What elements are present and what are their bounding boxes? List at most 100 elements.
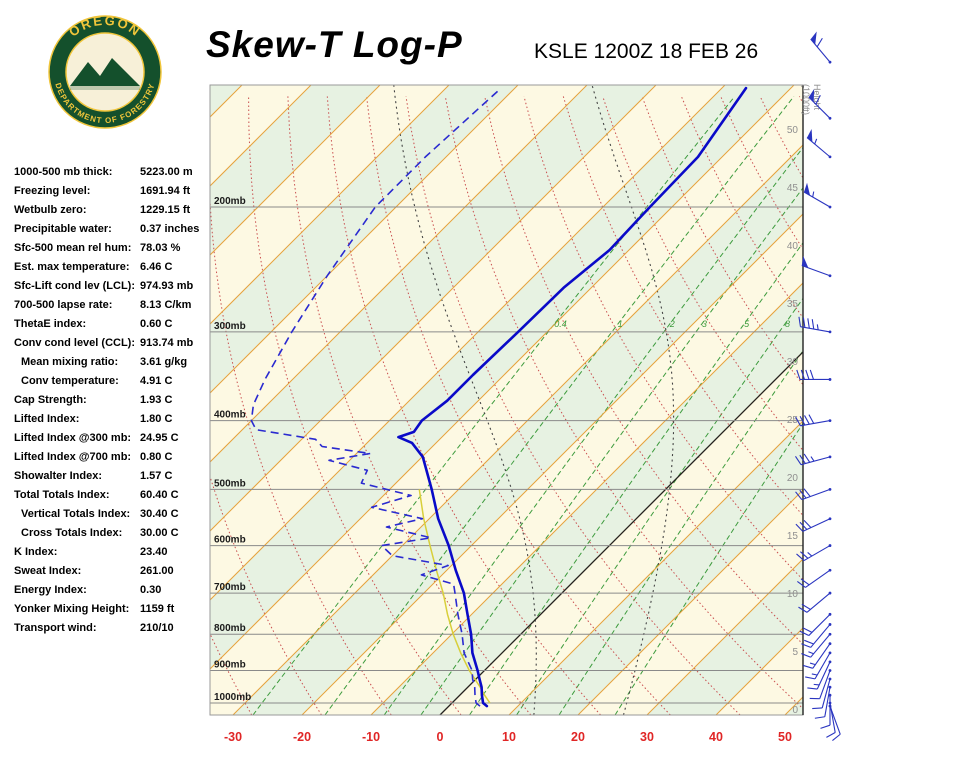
wind-barb-icon	[795, 453, 832, 466]
mixing-ratio-labels: 0.4 1 2 3 5 8	[554, 319, 790, 329]
svg-text:35: 35	[787, 299, 799, 310]
stat-value: 60.40 C	[140, 489, 179, 501]
stat-row: Lifted Index: 1.80 C	[14, 413, 214, 432]
wind-barb-icon	[795, 517, 832, 532]
stat-value: 0.37 inches	[140, 223, 200, 235]
wind-barb-icon	[806, 129, 832, 159]
stat-row: Vertical Totals Index: 30.40 C	[14, 508, 214, 527]
temperature-line	[397, 86, 748, 708]
stat-label: Wetbulb zero:	[14, 204, 87, 216]
stat-label: Lifted Index:	[14, 413, 80, 425]
stat-label: 700-500 lapse rate:	[14, 299, 113, 311]
stat-value: 30.00 C	[140, 527, 179, 539]
wind-barb-icon	[826, 701, 836, 738]
stat-row: Showalter Index: 1.57 C	[14, 470, 214, 489]
svg-text:40: 40	[787, 241, 799, 252]
wind-barb-icon	[798, 316, 832, 334]
stat-label: Cap Strength:	[14, 394, 87, 406]
svg-text:50: 50	[778, 730, 792, 744]
stat-row: Sfc-500 mean rel hum: 78.03 %	[14, 242, 214, 261]
wind-barb-icon	[801, 623, 832, 648]
stat-row: Lifted Index @300 mb: 24.95 C	[14, 432, 214, 451]
stat-label: Sfc-Lift cond lev (LCL):	[14, 280, 135, 292]
stat-label: Vertical Totals Index:	[21, 508, 131, 520]
svg-text:300mb: 300mb	[214, 321, 246, 332]
stat-value: 0.30	[140, 584, 162, 596]
pressure-gridlines	[210, 206, 803, 704]
stat-row: Cross Totals Index: 30.00 C	[14, 527, 214, 546]
stat-row: Wetbulb zero: 1229.15 ft	[14, 204, 214, 223]
svg-text:-20: -20	[293, 730, 311, 744]
stat-row: K Index: 23.40	[14, 546, 214, 565]
wind-barb-icon	[795, 414, 832, 427]
station-datetime-label: KSLE 1200Z 18 FEB 26	[534, 40, 759, 63]
page-title: Skew-T Log-P	[206, 24, 463, 65]
wind-barb-icon	[814, 685, 832, 719]
stat-label: Yonker Mixing Height:	[14, 603, 130, 615]
svg-text:0: 0	[437, 730, 444, 744]
svg-text:5: 5	[792, 647, 798, 658]
isotherm-lines	[210, 85, 803, 715]
stat-label: Transport wind:	[14, 622, 97, 634]
wind-barb-icon	[799, 612, 832, 637]
svg-text:5: 5	[744, 319, 750, 329]
wind-barb-icon	[808, 88, 832, 120]
svg-text:0.4: 0.4	[554, 319, 567, 329]
svg-text:-10: -10	[362, 730, 380, 744]
stat-row: Sweat Index: 261.00	[14, 565, 214, 584]
svg-text:25: 25	[787, 415, 799, 426]
wind-barb-icon	[805, 651, 832, 680]
stat-label: K Index:	[14, 546, 58, 558]
logo-outer-border	[48, 15, 162, 129]
stat-row: Yonker Mixing Height: 1159 ft	[14, 603, 214, 622]
stat-value: 1.80 C	[140, 413, 173, 425]
mixing-ratio-lines	[252, 96, 803, 715]
svg-text:40: 40	[709, 730, 723, 744]
temperature-axis-labels: -30 -20 -10 0 10 20 30 40 50	[224, 730, 792, 744]
stat-value: 0.60 C	[140, 318, 173, 330]
stat-value: 1.57 C	[140, 470, 173, 482]
logo-trees-icon	[78, 70, 130, 86]
stat-label: Conv temperature:	[21, 375, 119, 387]
svg-text:800mb: 800mb	[214, 623, 246, 634]
stat-value: 1.93 C	[140, 394, 173, 406]
stat-value: 261.00	[140, 565, 174, 577]
stat-label: Freezing level:	[14, 185, 91, 197]
wind-barbs	[795, 31, 841, 741]
stat-row: 700-500 lapse rate: 8.13 C/km	[14, 299, 214, 318]
stat-value: 23.40	[140, 546, 168, 558]
svg-text:1000mb: 1000mb	[214, 692, 251, 703]
stat-label: Lifted Index @300 mb:	[14, 432, 132, 444]
svg-text:-30: -30	[224, 730, 242, 744]
stat-row: Est. max temperature: 6.46 C	[14, 261, 214, 280]
stat-row: 1000-500 mb thick: 5223.00 m	[14, 166, 214, 185]
stat-value: 1691.94 ft	[140, 185, 191, 197]
stat-label: 1000-500 mb thick:	[14, 166, 113, 178]
stat-value: 913.74 mb	[140, 337, 194, 349]
stat-value: 8.13 C/km	[140, 299, 192, 311]
stat-label: Lifted Index @700 mb:	[14, 451, 132, 463]
svg-text:15: 15	[787, 531, 799, 542]
stat-value: 3.61 g/kg	[140, 356, 188, 368]
stat-label: ThetaE index:	[14, 318, 87, 330]
stat-label: Sfc-500 mean rel hum:	[14, 242, 132, 254]
pressure-labels: 200mb 300mb 400mb 500mb 600mb 700mb 800mb 900mb…	[214, 196, 251, 703]
stat-value: 4.91 C	[140, 375, 173, 387]
stat-row: Lifted Index @700 mb: 0.80 C	[14, 451, 214, 470]
logo-ground	[70, 86, 140, 90]
wind-barb-icon	[810, 31, 832, 64]
svg-text:20: 20	[787, 473, 799, 484]
dewpoint-line	[250, 87, 502, 707]
stat-value: 6.46 C	[140, 261, 173, 273]
svg-text:1: 1	[618, 319, 623, 329]
stat-row: ThetaE index: 0.60 C	[14, 318, 214, 337]
height-scale: 0 5 10 15 20 25 30 35 40 45 50 Height(1000ft)	[787, 84, 822, 716]
freezing-isotherm-line	[439, 351, 803, 715]
svg-text:2: 2	[669, 319, 675, 329]
svg-text:45: 45	[787, 183, 799, 194]
stat-label: Energy Index:	[14, 584, 87, 596]
stat-row: Transport wind: 210/10	[14, 622, 214, 641]
stat-value: 78.03 %	[140, 242, 181, 254]
